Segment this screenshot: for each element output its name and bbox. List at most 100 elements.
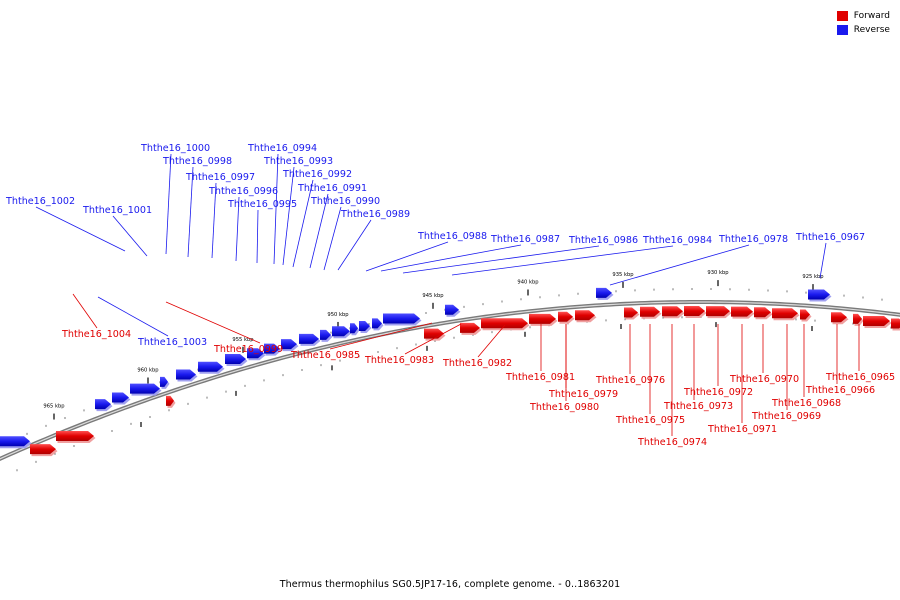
forward-gene-label: Ththe16_0979: [548, 389, 618, 400]
scale-label: 940 kbp: [517, 279, 539, 285]
forward-gene-leader: [165, 301, 261, 344]
forward-gene-glyph: [731, 306, 753, 317]
reverse-gene-label: Ththe16_0993: [263, 156, 333, 167]
reverse-gene-glyph: [95, 399, 111, 410]
reverse-gene-label: Ththe16_0990: [310, 196, 380, 207]
forward-gene-glyph: [460, 322, 480, 333]
legend: Forward Reverse: [836, 9, 890, 37]
reverse-gene-label: Ththe16_0967: [795, 232, 865, 243]
forward-swatch: [836, 11, 848, 21]
forward-gene-label: Ththe16_0966: [805, 385, 875, 396]
reverse-gene-label: Ththe16_0994: [247, 143, 317, 154]
forward-gene-label: Ththe16_0969: [751, 411, 821, 422]
reverse-gene-leader: [402, 245, 600, 274]
reverse-gene-glyph: [225, 354, 246, 364]
forward-gene-leader: [329, 322, 433, 350]
forward-gene-label: Ththe16_0974: [637, 437, 707, 448]
forward-gene-glyph: [640, 306, 660, 317]
forward-gene-leader: [404, 323, 462, 355]
forward-gene-label: Ththe16_1004: [61, 329, 131, 340]
reverse-gene-label: Ththe16_1000: [140, 143, 210, 154]
forward-gene-glyph: [662, 306, 683, 317]
reverse-gene-glyph: [160, 376, 168, 387]
forward-gene-glyph: [575, 310, 595, 321]
reverse-gene-label: Ththe16_0996: [208, 186, 278, 197]
reverse-gene-glyph: [198, 361, 223, 372]
reverse-gene-leader: [165, 153, 172, 255]
forward-gene-leader: [477, 324, 506, 358]
forward-gene-label: Ththe16_0981: [505, 372, 575, 383]
reverse-gene-glyph: [176, 369, 196, 380]
reverse-gene-leader: [323, 206, 342, 271]
forward-gene-label: Ththe16_0970: [729, 374, 799, 385]
reverse-gene-leader: [97, 296, 169, 337]
forward-gene-glyph: [772, 308, 798, 319]
reverse-gene-leader: [282, 166, 295, 266]
reverse-gene-leader: [451, 245, 674, 276]
backbone-highlight: [0, 301, 900, 460]
forward-gene-glyph: [558, 311, 573, 322]
scale-label: 925 kbp: [802, 274, 824, 280]
reverse-gene-glyph: [596, 287, 612, 298]
forward-gene-label: Ththe16_0971: [707, 424, 777, 435]
forward-gene-glyph: [481, 318, 528, 329]
forward-gene-label: Ththe16_0982: [442, 358, 512, 369]
reverse-gene-glyph: [112, 392, 129, 403]
forward-gene-glyph: [891, 318, 900, 329]
scale-label: 935 kbp: [612, 272, 634, 278]
reverse-gene-label: Ththe16_0987: [490, 234, 560, 245]
forward-gene-glyph: [30, 444, 56, 455]
reverse-gene-label: Ththe16_0978: [718, 234, 788, 245]
forward-gene-glyph: [863, 316, 890, 326]
legend-reverse-label: Reverse: [853, 25, 890, 35]
reverse-gene-glyph: [247, 348, 264, 359]
reverse-gene-glyph: [350, 323, 358, 334]
reverse-gene-glyph: [372, 318, 382, 329]
reverse-gene-glyph: [264, 343, 280, 354]
reverse-gene-label: Ththe16_0997: [185, 172, 255, 183]
reverse-gene-glyph: [130, 383, 160, 394]
reverse-gene-glyph: [445, 304, 459, 315]
reverse-gene-glyph: [281, 339, 297, 350]
scale-label: 960 kbp: [137, 368, 159, 374]
reverse-gene-glyph: [808, 289, 830, 300]
forward-gene-label: Ththe16_0973: [663, 401, 733, 412]
scale-label: 945 kbp: [422, 293, 444, 299]
forward-gene-label: Ththe16_0976: [595, 375, 665, 386]
reverse-gene-glyph: [320, 329, 331, 340]
reverse-gene-glyph: [332, 326, 350, 337]
forward-gene-label: Ththe16_0972: [683, 387, 753, 398]
forward-gene-label: Ththe16_0980: [529, 402, 599, 413]
reverse-gene-leader: [819, 242, 827, 279]
reverse-swatch: [836, 25, 848, 35]
reverse-gene-label: Ththe16_0988: [417, 231, 487, 242]
forward-gene-glyph: [853, 313, 862, 324]
forward-gene-label: Ththe16_0975: [615, 415, 685, 426]
legend-forward: Forward: [836, 9, 890, 23]
forward-gene-glyph: [529, 313, 556, 324]
reverse-gene-glyph: [359, 321, 370, 331]
forward-gene-label: Ththe16_0965: [825, 372, 895, 383]
scale-label: 965 kbp: [43, 404, 65, 410]
forward-gene-glyph: [754, 307, 771, 318]
legend-forward-label: Forward: [853, 11, 890, 21]
reverse-gene-leader: [211, 182, 217, 259]
reverse-gene-glyph: [299, 333, 319, 344]
reverse-gene-label: Ththe16_1001: [82, 205, 152, 216]
reverse-gene-leader: [609, 244, 750, 286]
reverse-gene-label: Ththe16_0992: [282, 169, 352, 180]
reverse-gene-leader: [337, 219, 372, 271]
reverse-gene-leader: [187, 166, 194, 258]
scale-label: 930 kbp: [707, 270, 729, 276]
reverse-gene-leader: [273, 153, 279, 265]
forward-gene-glyph: [624, 307, 638, 318]
scale-label: 955 kbp: [232, 337, 254, 343]
forward-gene-label: Ththe16_0985: [290, 350, 360, 361]
reverse-gene-label: Ththe16_0995: [227, 199, 297, 210]
reverse-gene-label: Ththe16_0986: [568, 235, 638, 246]
genome-caption: Thermus thermophilus SG0.5JP17-16, compl…: [279, 579, 621, 590]
forward-gene-label: Ththe16_0999: [213, 344, 283, 355]
forward-gene-glyph: [800, 309, 810, 320]
reverse-gene-leader: [112, 215, 148, 257]
